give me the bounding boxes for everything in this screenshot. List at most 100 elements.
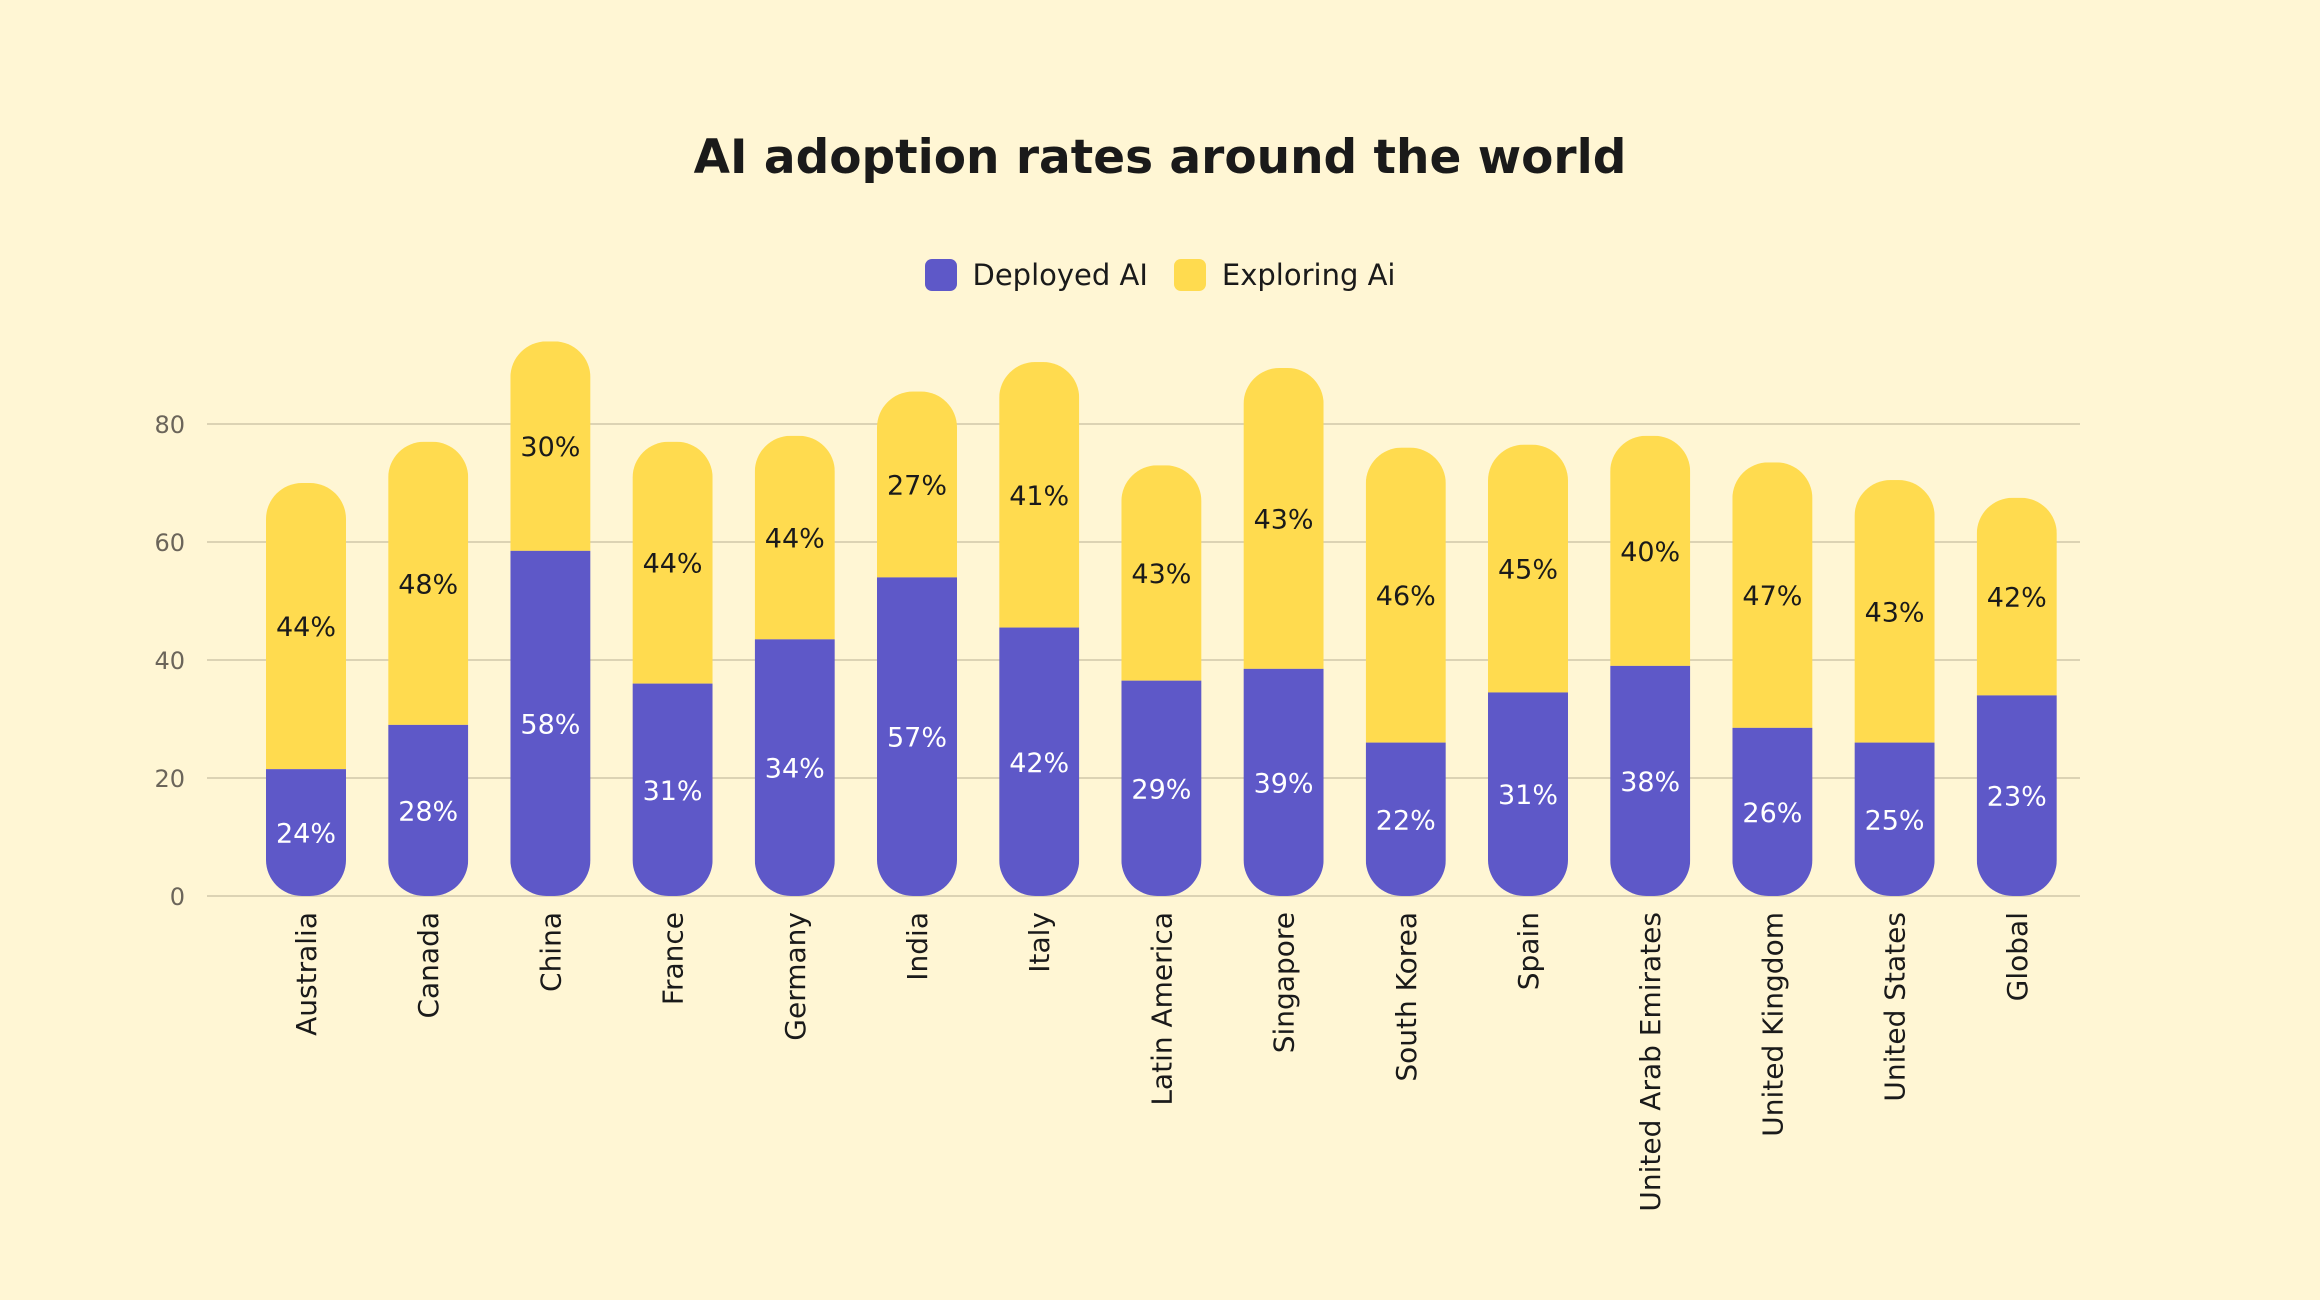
data-label-exploring: 44% xyxy=(276,612,336,643)
legend-swatch-deployed xyxy=(924,259,957,291)
data-label-exploring: 47% xyxy=(1742,581,1802,612)
bar-exploring xyxy=(1976,497,2057,696)
y-tick-label: 60 xyxy=(154,529,185,557)
data-label-deployed: 25% xyxy=(1865,805,1925,836)
bar-group xyxy=(632,441,713,896)
bar-deployed xyxy=(1488,692,1568,896)
bar-exploring xyxy=(388,441,469,725)
bar-deployed xyxy=(510,550,591,896)
data-label-exploring: 40% xyxy=(1620,537,1680,568)
x-tick-label: Australia xyxy=(290,912,323,1036)
data-label-exploring: 46% xyxy=(1376,581,1436,612)
legend-item-exploring: Exploring Ai xyxy=(1173,258,1396,292)
bar-deployed xyxy=(388,724,469,896)
bar-group xyxy=(1121,465,1202,896)
bar-deployed xyxy=(999,627,1080,896)
bar-deployed xyxy=(1121,680,1202,896)
x-tick-label: United States xyxy=(1879,912,1912,1102)
bar-exploring xyxy=(1243,367,1324,669)
x-tick-label: Latin America xyxy=(1145,912,1178,1106)
bar-exploring xyxy=(266,483,346,770)
bar-deployed xyxy=(877,577,957,896)
data-label-deployed: 24% xyxy=(276,819,336,850)
x-tick-label: Spain xyxy=(1512,912,1545,990)
data-label-deployed: 28% xyxy=(398,796,458,827)
bar-group xyxy=(1732,462,1813,896)
data-label-deployed: 26% xyxy=(1742,798,1802,829)
bar-group xyxy=(388,441,469,896)
bar-group xyxy=(510,341,591,896)
bar-exploring xyxy=(1488,444,1568,693)
bar-deployed xyxy=(1365,742,1446,896)
x-tick-label: Global xyxy=(2001,912,2034,1001)
data-label-deployed: 22% xyxy=(1376,805,1436,836)
bar-deployed xyxy=(1243,668,1324,896)
data-label-exploring: 43% xyxy=(1254,504,1314,535)
y-tick-label: 40 xyxy=(154,647,185,675)
legend-swatch-exploring xyxy=(1173,259,1206,291)
bar-deployed xyxy=(1732,727,1813,896)
bar-group xyxy=(877,391,957,896)
y-tick-label: 80 xyxy=(154,411,185,439)
bar-deployed xyxy=(1976,695,2057,896)
data-label-exploring: 43% xyxy=(1865,597,1925,628)
bar-deployed xyxy=(754,639,835,896)
x-tick-label: France xyxy=(657,912,690,1005)
x-tick-label: India xyxy=(901,912,934,981)
legend-label-exploring: Exploring Ai xyxy=(1221,258,1396,292)
y-tick-label: 0 xyxy=(170,883,185,911)
x-tick-label: Singapore xyxy=(1268,912,1301,1053)
data-label-exploring: 42% xyxy=(1987,583,2047,614)
bar-group xyxy=(1243,367,1324,896)
data-label-exploring: 48% xyxy=(398,569,458,600)
bar-exploring xyxy=(632,441,713,684)
x-tick-label: China xyxy=(534,912,567,992)
bar-exploring xyxy=(754,435,835,640)
chart-title: AI adoption rates around the world xyxy=(693,130,1627,185)
bar-exploring xyxy=(1610,435,1691,666)
x-tick-label: United Arab Emirates xyxy=(1634,912,1667,1212)
bar-exploring xyxy=(1854,480,1935,743)
data-label-deployed: 31% xyxy=(643,776,703,807)
bar-exploring xyxy=(1121,465,1202,681)
data-label-deployed: 39% xyxy=(1254,768,1314,799)
legend-item-deployed: Deployed AI xyxy=(924,258,1148,292)
x-tick-label: United Kingdom xyxy=(1756,912,1789,1137)
bar-exploring xyxy=(1365,447,1446,743)
bar-group xyxy=(1976,497,2057,896)
bar-exploring xyxy=(1732,462,1813,728)
data-label-deployed: 29% xyxy=(1131,774,1191,805)
bar-group xyxy=(1610,435,1691,896)
x-tick-label: Italy xyxy=(1023,912,1056,973)
bar-deployed xyxy=(632,683,713,896)
data-label-deployed: 57% xyxy=(887,723,947,754)
data-label-exploring: 43% xyxy=(1131,559,1191,590)
bar-group xyxy=(1854,480,1935,896)
bar-exploring xyxy=(999,362,1080,628)
data-label-deployed: 58% xyxy=(520,709,580,740)
bar-deployed xyxy=(266,769,346,896)
bar-group xyxy=(1365,447,1446,896)
bar-exploring xyxy=(510,341,591,551)
bar-deployed xyxy=(1854,742,1935,896)
data-label-deployed: 42% xyxy=(1009,748,1069,779)
x-tick-label: Canada xyxy=(412,912,445,1019)
data-label-deployed: 34% xyxy=(765,754,825,785)
data-label-exploring: 41% xyxy=(1009,481,1069,512)
legend-label-deployed: Deployed AI xyxy=(972,258,1148,292)
bar-deployed xyxy=(1610,665,1691,896)
data-label-deployed: 23% xyxy=(1987,782,2047,813)
bar-group xyxy=(999,362,1080,896)
data-label-exploring: 44% xyxy=(765,524,825,555)
bar-group xyxy=(266,483,346,896)
data-label-exploring: 44% xyxy=(643,549,703,580)
bar-group xyxy=(754,435,835,896)
data-label-exploring: 27% xyxy=(887,470,947,501)
data-label-exploring: 45% xyxy=(1498,555,1558,586)
y-tick-label: 20 xyxy=(154,765,185,793)
bar-group xyxy=(1488,444,1568,896)
data-label-exploring: 30% xyxy=(520,432,580,463)
data-label-deployed: 38% xyxy=(1620,767,1680,798)
legend: Deployed AI Exploring Ai xyxy=(0,258,2320,292)
